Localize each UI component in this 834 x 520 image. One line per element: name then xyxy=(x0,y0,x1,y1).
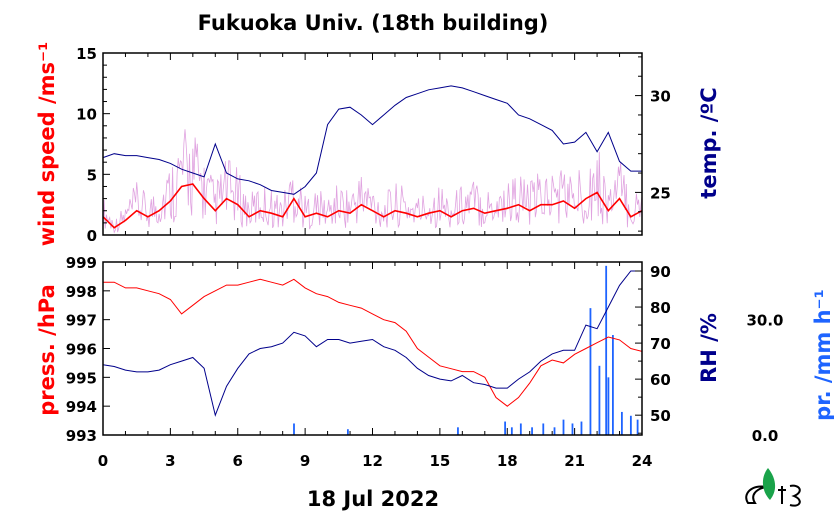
chart-title: Fukuoka Univ. (18th building) xyxy=(198,11,549,35)
precipitation-bar xyxy=(562,419,565,435)
precipitation-bar xyxy=(580,421,583,435)
rh-axis-tick-label: 70 xyxy=(650,335,671,353)
precipitation-bar xyxy=(571,423,574,435)
x-tick-label: 0 xyxy=(98,452,108,470)
precipitation-axis-tick-label: 0.0 xyxy=(752,427,779,445)
x-tick-label: 9 xyxy=(300,452,310,470)
wind-axis-tick-label: 15 xyxy=(76,45,97,63)
pressure-axis-tick-label: 995 xyxy=(66,369,97,387)
precipitation-bar xyxy=(636,419,639,435)
rh-axis-tick-label: 80 xyxy=(650,299,671,317)
precipitation-bar xyxy=(612,335,614,435)
precipitation-bar xyxy=(589,308,592,435)
precipitation-bar xyxy=(607,377,610,435)
temperature-axis-tick-label: 30 xyxy=(650,88,671,106)
lower-plot-frame xyxy=(102,261,643,436)
precipitation-bar xyxy=(553,427,556,435)
precipitation-axis-tick-label: 30.0 xyxy=(746,312,783,330)
logo-stroke xyxy=(745,485,767,504)
rh-axis-tick-label: 90 xyxy=(650,263,671,281)
precipitation-bar xyxy=(504,421,507,435)
pressure-axis-label: press. /hPa xyxy=(35,284,59,416)
wind-axis-tick-label: 0 xyxy=(87,227,97,245)
pressure-axis-tick-label: 999 xyxy=(66,254,97,272)
x-tick-label: 12 xyxy=(362,452,383,470)
pressure-axis-tick-label: 994 xyxy=(66,398,97,416)
pressure-line xyxy=(103,278,643,407)
temperature-axis-tick-label: 25 xyxy=(650,184,671,202)
x-tick-label: 18 xyxy=(497,452,518,470)
precipitation-bar xyxy=(629,415,632,435)
wind-axis-tick-label: 5 xyxy=(87,166,97,184)
wind-gust-line xyxy=(102,129,643,234)
precipitation-bar xyxy=(542,423,545,435)
x-tick-label: 3 xyxy=(165,452,175,470)
rh-axis-tick-label: 50 xyxy=(650,407,671,425)
logo-letters xyxy=(778,484,801,507)
pressure-axis-tick-label: 993 xyxy=(66,427,97,445)
precipitation-bar xyxy=(519,423,522,435)
logo-leaf-icon xyxy=(762,468,776,500)
precipitation-bar xyxy=(457,427,459,435)
logo xyxy=(745,468,801,507)
wind-speed-line xyxy=(102,183,643,229)
rh-axis-label: RH /% xyxy=(697,313,721,383)
pressure-axis-tick-label: 998 xyxy=(66,283,97,301)
pressure-axis-tick-label: 997 xyxy=(66,312,97,330)
relative-humidity-line xyxy=(102,270,642,417)
precipitation-bar xyxy=(598,365,601,435)
precipitation-bar xyxy=(620,411,623,435)
wind-axis-tick-label: 10 xyxy=(76,106,97,124)
pressure-axis-tick-label: 996 xyxy=(66,341,97,359)
temperature-axis-label: temp. /ºC xyxy=(697,87,721,198)
x-tick-label: 21 xyxy=(564,452,585,470)
precipitation-bar xyxy=(531,427,533,435)
temperature-line xyxy=(102,85,642,195)
precipitation-bar xyxy=(293,423,295,435)
precipitation-bar xyxy=(510,427,513,435)
x-axis-date-label: 18 Jul 2022 xyxy=(307,487,439,511)
precipitation-axis-label: pr. /mm h⁻¹ xyxy=(811,289,834,421)
precipitation-bar xyxy=(605,265,608,435)
rh-axis-tick-label: 60 xyxy=(650,371,671,389)
wind-speed-axis-label: wind speed /ms⁻¹ xyxy=(35,42,59,247)
x-tick-label: 6 xyxy=(233,452,243,470)
x-tick-label: 24 xyxy=(632,452,653,470)
precipitation-bar xyxy=(346,429,349,435)
x-tick-label: 15 xyxy=(429,452,450,470)
